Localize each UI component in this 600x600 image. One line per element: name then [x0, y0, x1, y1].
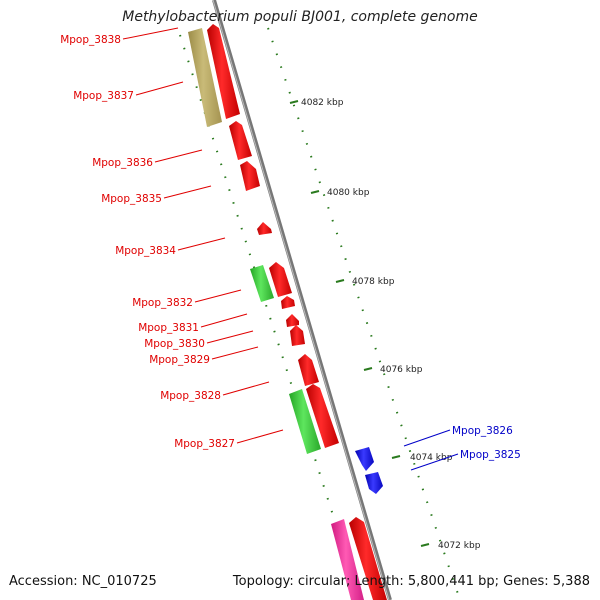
cds-pink	[331, 519, 364, 600]
cds-blue-mpop-3825	[365, 472, 383, 494]
kbp-label: 4072 kbp	[438, 541, 481, 551]
gene-label: Mpop_3827	[174, 438, 235, 450]
gene-label: Mpop_3826	[452, 425, 513, 437]
kbp-label: 4078 kbp	[352, 277, 395, 287]
gene-label-leaders	[122, 27, 459, 471]
kbp-label: 4076 kbp	[380, 365, 423, 375]
kbp-label: 4074 kbp	[410, 453, 453, 463]
gene-label: Mpop_3831	[138, 322, 199, 334]
cds-red-mpop-3831	[281, 296, 295, 309]
gene-label: Mpop_3837	[73, 90, 134, 102]
cds-red-mpop-3838	[207, 24, 240, 119]
gene-label: Mpop_3832	[132, 297, 193, 309]
kbp-label: 4080 kbp	[327, 188, 370, 198]
gene-label: Mpop_3828	[160, 390, 221, 402]
gene-label: Mpop_3835	[101, 193, 162, 205]
cds-green-mpop-3827	[289, 389, 321, 454]
genome-backbone-highlight	[212, 0, 390, 600]
gene-label: Mpop_3829	[149, 354, 210, 366]
cds-red-mpop-3830	[286, 314, 299, 327]
map-title: Methylobacterium populi BJ001, complete …	[122, 9, 478, 25]
kbp-label: 4082 kbp	[301, 98, 344, 108]
cds-red-mpop-3828	[298, 354, 319, 386]
genome-summary-text: Topology: circular; Length: 5,800,441 bp…	[232, 574, 590, 589]
cds-red-mpop-3829	[290, 325, 305, 346]
cds-red-bottom	[349, 517, 387, 600]
gene-label: Mpop_3834	[115, 245, 176, 257]
cds-red-mpop-3827	[306, 384, 339, 448]
gene-labels: Mpop_3838 Mpop_3837 Mpop_3836 Mpop_3835 …	[60, 34, 521, 461]
gene-label: Mpop_3825	[460, 449, 521, 461]
gene-label: Mpop_3838	[60, 34, 121, 46]
cds-khaki-mpop-3837	[188, 28, 222, 127]
cds-red-mpop-3835	[240, 161, 260, 191]
cds-green-mpop-3832	[250, 265, 274, 302]
cds-red-mpop-3832	[269, 262, 292, 297]
kbp-tick-labels: 4082 kbp 4080 kbp 4078 kbp 4076 kbp 4074…	[301, 98, 481, 551]
cds-red-mpop-3834	[257, 222, 272, 235]
genome-backbone	[212, 0, 392, 600]
gene-label: Mpop_3830	[144, 338, 205, 350]
cds-red-mpop-3836	[229, 121, 252, 160]
cds-blue-mpop-3826	[355, 447, 374, 471]
gene-label: Mpop_3836	[92, 157, 153, 169]
kbp-tick-marks	[289, 100, 430, 547]
accession-text: Accession: NC_010725	[9, 574, 157, 589]
